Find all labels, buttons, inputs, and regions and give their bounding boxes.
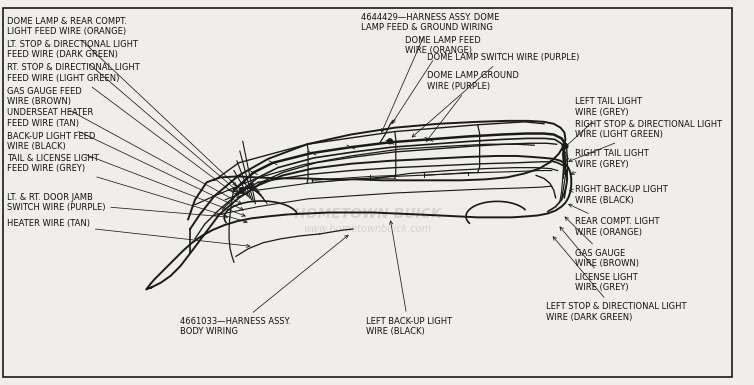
- Text: HEATER WIRE (TAN): HEATER WIRE (TAN): [7, 219, 250, 248]
- Circle shape: [388, 139, 392, 144]
- Text: GAS GAUGE FEED
WIRE (BROWN): GAS GAUGE FEED WIRE (BROWN): [7, 87, 241, 204]
- Text: 4661033—HARNESS ASSY.
BODY WIRING: 4661033—HARNESS ASSY. BODY WIRING: [180, 235, 348, 336]
- Text: DOME LAMP FEED
WIRE (ORANGE): DOME LAMP FEED WIRE (ORANGE): [392, 36, 480, 124]
- Text: RT. STOP & DIRECTIONAL LIGHT
FEED WIRE (LIGHT GREEN): RT. STOP & DIRECTIONAL LIGHT FEED WIRE (…: [7, 63, 240, 198]
- Text: DOME LAMP SWITCH WIRE (PURPLE): DOME LAMP SWITCH WIRE (PURPLE): [412, 53, 579, 137]
- Text: LEFT BACK-UP LIGHT
WIRE (BLACK): LEFT BACK-UP LIGHT WIRE (BLACK): [366, 221, 452, 336]
- Text: REAR COMPT. LIGHT
WIRE (ORANGE): REAR COMPT. LIGHT WIRE (ORANGE): [569, 204, 660, 237]
- Text: 4644429—HARNESS ASSY. DOME
LAMP FEED & GROUND WIRING: 4644429—HARNESS ASSY. DOME LAMP FEED & G…: [360, 13, 499, 132]
- Circle shape: [239, 187, 244, 192]
- Circle shape: [563, 144, 568, 149]
- Text: DOME LAMP GROUND
WIRE (PURPLE): DOME LAMP GROUND WIRE (PURPLE): [426, 71, 519, 141]
- Text: LT. & RT. DOOR JAMB
SWITCH WIRE (PURPLE): LT. & RT. DOOR JAMB SWITCH WIRE (PURPLE): [7, 193, 228, 218]
- Text: RIGHT STOP & DIRECTIONAL LIGHT
WIRE (LIGHT GREEN): RIGHT STOP & DIRECTIONAL LIGHT WIRE (LIG…: [569, 120, 722, 162]
- Text: BACK-UP LIGHT FEED
WIRE (BLACK): BACK-UP LIGHT FEED WIRE (BLACK): [7, 132, 245, 216]
- Text: TAIL & LICENSE LIGHT
FEED WIRE (GREY): TAIL & LICENSE LIGHT FEED WIRE (GREY): [7, 154, 247, 223]
- Text: UNDERSEAT HEATER
FEED WIRE (TAN): UNDERSEAT HEATER FEED WIRE (TAN): [7, 108, 244, 210]
- Text: LT. STOP & DIRECTIONAL LIGHT
FEED WIRE (DARK GREEN): LT. STOP & DIRECTIONAL LIGHT FEED WIRE (…: [7, 40, 238, 192]
- Text: RIGHT TAIL LIGHT
WIRE (GREY): RIGHT TAIL LIGHT WIRE (GREY): [571, 149, 649, 174]
- Text: DOME LAMP & REAR COMPT.
LIGHT FEED WIRE (ORANGE): DOME LAMP & REAR COMPT. LIGHT FEED WIRE …: [7, 17, 236, 186]
- Text: LEFT STOP & DIRECTIONAL LIGHT
WIRE (DARK GREEN): LEFT STOP & DIRECTIONAL LIGHT WIRE (DARK…: [546, 237, 686, 321]
- Text: GAS GAUGE
WIRE (BROWN): GAS GAUGE WIRE (BROWN): [565, 217, 639, 268]
- Text: LEFT TAIL LIGHT
WIRE (GREY): LEFT TAIL LIGHT WIRE (GREY): [561, 97, 642, 151]
- Text: www.hometownbuick.com: www.hometownbuick.com: [303, 224, 431, 234]
- Text: LICENSE LIGHT
WIRE (GREY): LICENSE LIGHT WIRE (GREY): [560, 227, 638, 292]
- Text: RIGHT BACK-UP LIGHT
WIRE (BLACK): RIGHT BACK-UP LIGHT WIRE (BLACK): [569, 185, 668, 204]
- Text: HOMETOWN BUICK: HOMETOWN BUICK: [294, 208, 441, 221]
